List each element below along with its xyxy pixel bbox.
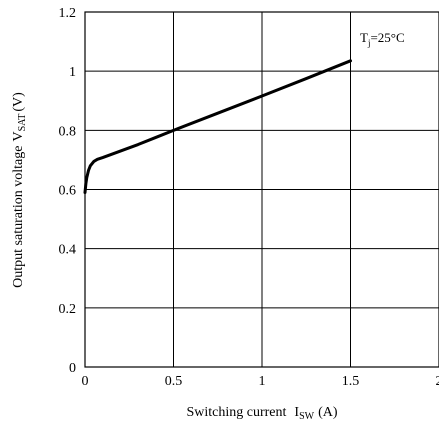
y-tick-label: 1.2: [59, 6, 77, 21]
tick-labels: 0 0.5 1 1.5 2 0 0.2 0.4 0.6 0.8 1 1.2: [59, 6, 439, 389]
x-tick-label: 1: [259, 374, 266, 389]
y-tick-label: 0.8: [59, 124, 77, 139]
x-tick-label: 0.5: [165, 374, 183, 389]
y-tick-label: 1: [69, 65, 76, 80]
y-tick-label: 0.4: [59, 243, 77, 258]
temperature-annotation: Tj=25°C: [360, 30, 405, 48]
x-tick-label: 1.5: [342, 374, 360, 389]
y-axis-label: Output saturation voltageVSAT(V): [11, 92, 28, 288]
y-tick-label: 0.2: [59, 302, 77, 317]
x-tick-label: 0: [82, 374, 89, 389]
series-line: [83, 59, 352, 194]
x-tick-label: 2: [436, 374, 439, 389]
grid: [84, 11, 439, 368]
y-tick-label: 0.6: [59, 184, 77, 199]
y-tick-label: 0: [69, 361, 76, 376]
x-axis-label: Switching current ISW (A): [186, 405, 337, 422]
